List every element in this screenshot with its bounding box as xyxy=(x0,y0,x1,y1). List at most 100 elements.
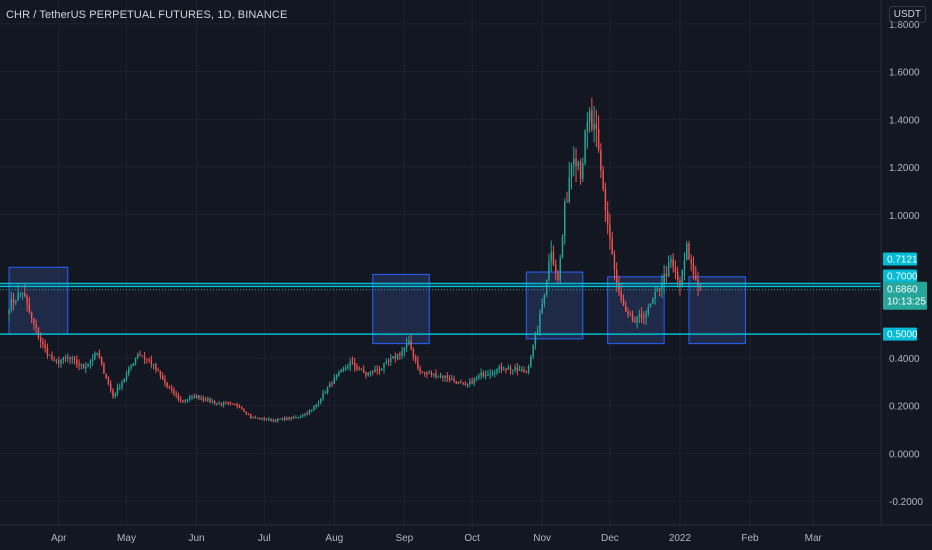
candle-body xyxy=(514,367,516,370)
candle-body xyxy=(297,417,299,419)
candle-body xyxy=(274,420,277,422)
candle-body xyxy=(130,365,132,369)
x-tick-label: May xyxy=(117,533,136,544)
candle-body xyxy=(227,403,229,405)
candle-body xyxy=(493,372,496,374)
candle-body xyxy=(647,306,650,314)
candle-body xyxy=(51,354,53,360)
candle-body xyxy=(118,387,121,389)
candle-body xyxy=(256,417,259,419)
candle-body xyxy=(396,354,399,359)
candle-body xyxy=(654,291,656,299)
candle-body xyxy=(89,360,92,364)
candle-body xyxy=(615,269,618,285)
candle-body xyxy=(667,262,670,277)
currency-button[interactable]: USDT xyxy=(888,6,926,23)
candle-body xyxy=(159,371,162,376)
candle-body xyxy=(478,375,480,378)
candle-body xyxy=(146,358,148,360)
candle-body xyxy=(340,370,342,373)
candle-body xyxy=(8,309,10,315)
y-tick-label: 0.4000 xyxy=(889,354,920,365)
candle-body xyxy=(67,357,69,359)
candle-body xyxy=(699,287,702,289)
candle-body xyxy=(21,292,24,294)
candle-body xyxy=(564,201,566,237)
candle-body xyxy=(211,401,214,403)
candle-body xyxy=(473,378,476,384)
candle-body xyxy=(121,382,123,388)
level-label: 0.5000 xyxy=(887,330,918,341)
candle-body xyxy=(543,294,546,304)
candle-body xyxy=(317,402,320,405)
candle-body xyxy=(268,418,270,420)
candle-body xyxy=(281,418,284,420)
candle-body xyxy=(353,362,356,367)
candle-body xyxy=(10,299,13,310)
candle-body xyxy=(69,357,71,359)
candle-body xyxy=(460,381,462,383)
candle-body xyxy=(229,403,232,405)
candle-body xyxy=(640,314,643,318)
candle-body xyxy=(634,320,636,323)
time-axis[interactable]: Apr May Jun Jul Aug Sep Oct Nov Dec 2022 Feb Mar xyxy=(51,533,823,544)
y-tick-label: 1.8000 xyxy=(889,20,920,31)
candle-body xyxy=(98,352,101,359)
candle-body xyxy=(12,299,15,303)
candle-body xyxy=(649,303,652,307)
candle-body xyxy=(437,376,439,378)
candle-body xyxy=(225,402,227,404)
price-axis[interactable]: 1.8000 1.6000 1.4000 1.2000 1.0000 0.4000 0.20… xyxy=(889,20,923,508)
candle-body xyxy=(202,398,205,400)
candle-body xyxy=(631,314,634,321)
candle-body xyxy=(295,417,297,419)
candle-body xyxy=(44,344,46,349)
candle-body xyxy=(480,372,482,376)
candle-body xyxy=(164,379,166,384)
candle-body xyxy=(573,158,575,165)
candle-body xyxy=(681,269,683,287)
candle-body xyxy=(195,395,198,399)
candle-body xyxy=(552,252,555,265)
candle-body xyxy=(247,414,250,416)
candle-body xyxy=(125,373,128,379)
candle-body xyxy=(236,404,238,407)
zone-rectangle xyxy=(372,273,430,345)
candle-body xyxy=(191,396,193,398)
candle-body xyxy=(426,372,428,374)
candle-body xyxy=(243,408,245,412)
candle-body xyxy=(527,366,530,373)
candle-body xyxy=(103,363,105,374)
candle-body xyxy=(439,375,442,377)
candle-body xyxy=(548,261,550,280)
candle-body xyxy=(26,295,28,304)
candle-body xyxy=(498,366,500,370)
candle-body xyxy=(602,170,604,190)
candle-body xyxy=(128,368,130,374)
candle-body xyxy=(24,292,26,296)
candle-body xyxy=(550,252,552,262)
candle-body xyxy=(238,406,241,408)
candlesticks xyxy=(8,97,702,423)
candle-body xyxy=(213,401,216,404)
candle-body xyxy=(324,392,327,394)
candle-body xyxy=(464,383,467,385)
last-price-label: 0.6860 xyxy=(887,285,918,296)
candle-body xyxy=(139,354,141,356)
candle-body xyxy=(306,413,308,415)
x-tick-label: Jul xyxy=(258,533,271,544)
x-tick-label: Apr xyxy=(51,533,67,544)
candle-body xyxy=(627,311,629,314)
level-label-bg xyxy=(883,327,917,341)
candle-body xyxy=(566,201,568,203)
candle-body xyxy=(568,177,570,203)
candle-body xyxy=(457,381,460,384)
candle-body xyxy=(374,369,376,373)
candle-body xyxy=(301,415,304,417)
chart-title: CHR / TetherUS PERPETUAL FUTURES, 1D, BI… xyxy=(6,9,288,21)
candle-body xyxy=(292,417,295,419)
candle-body xyxy=(516,367,519,371)
candle-body xyxy=(414,356,417,362)
